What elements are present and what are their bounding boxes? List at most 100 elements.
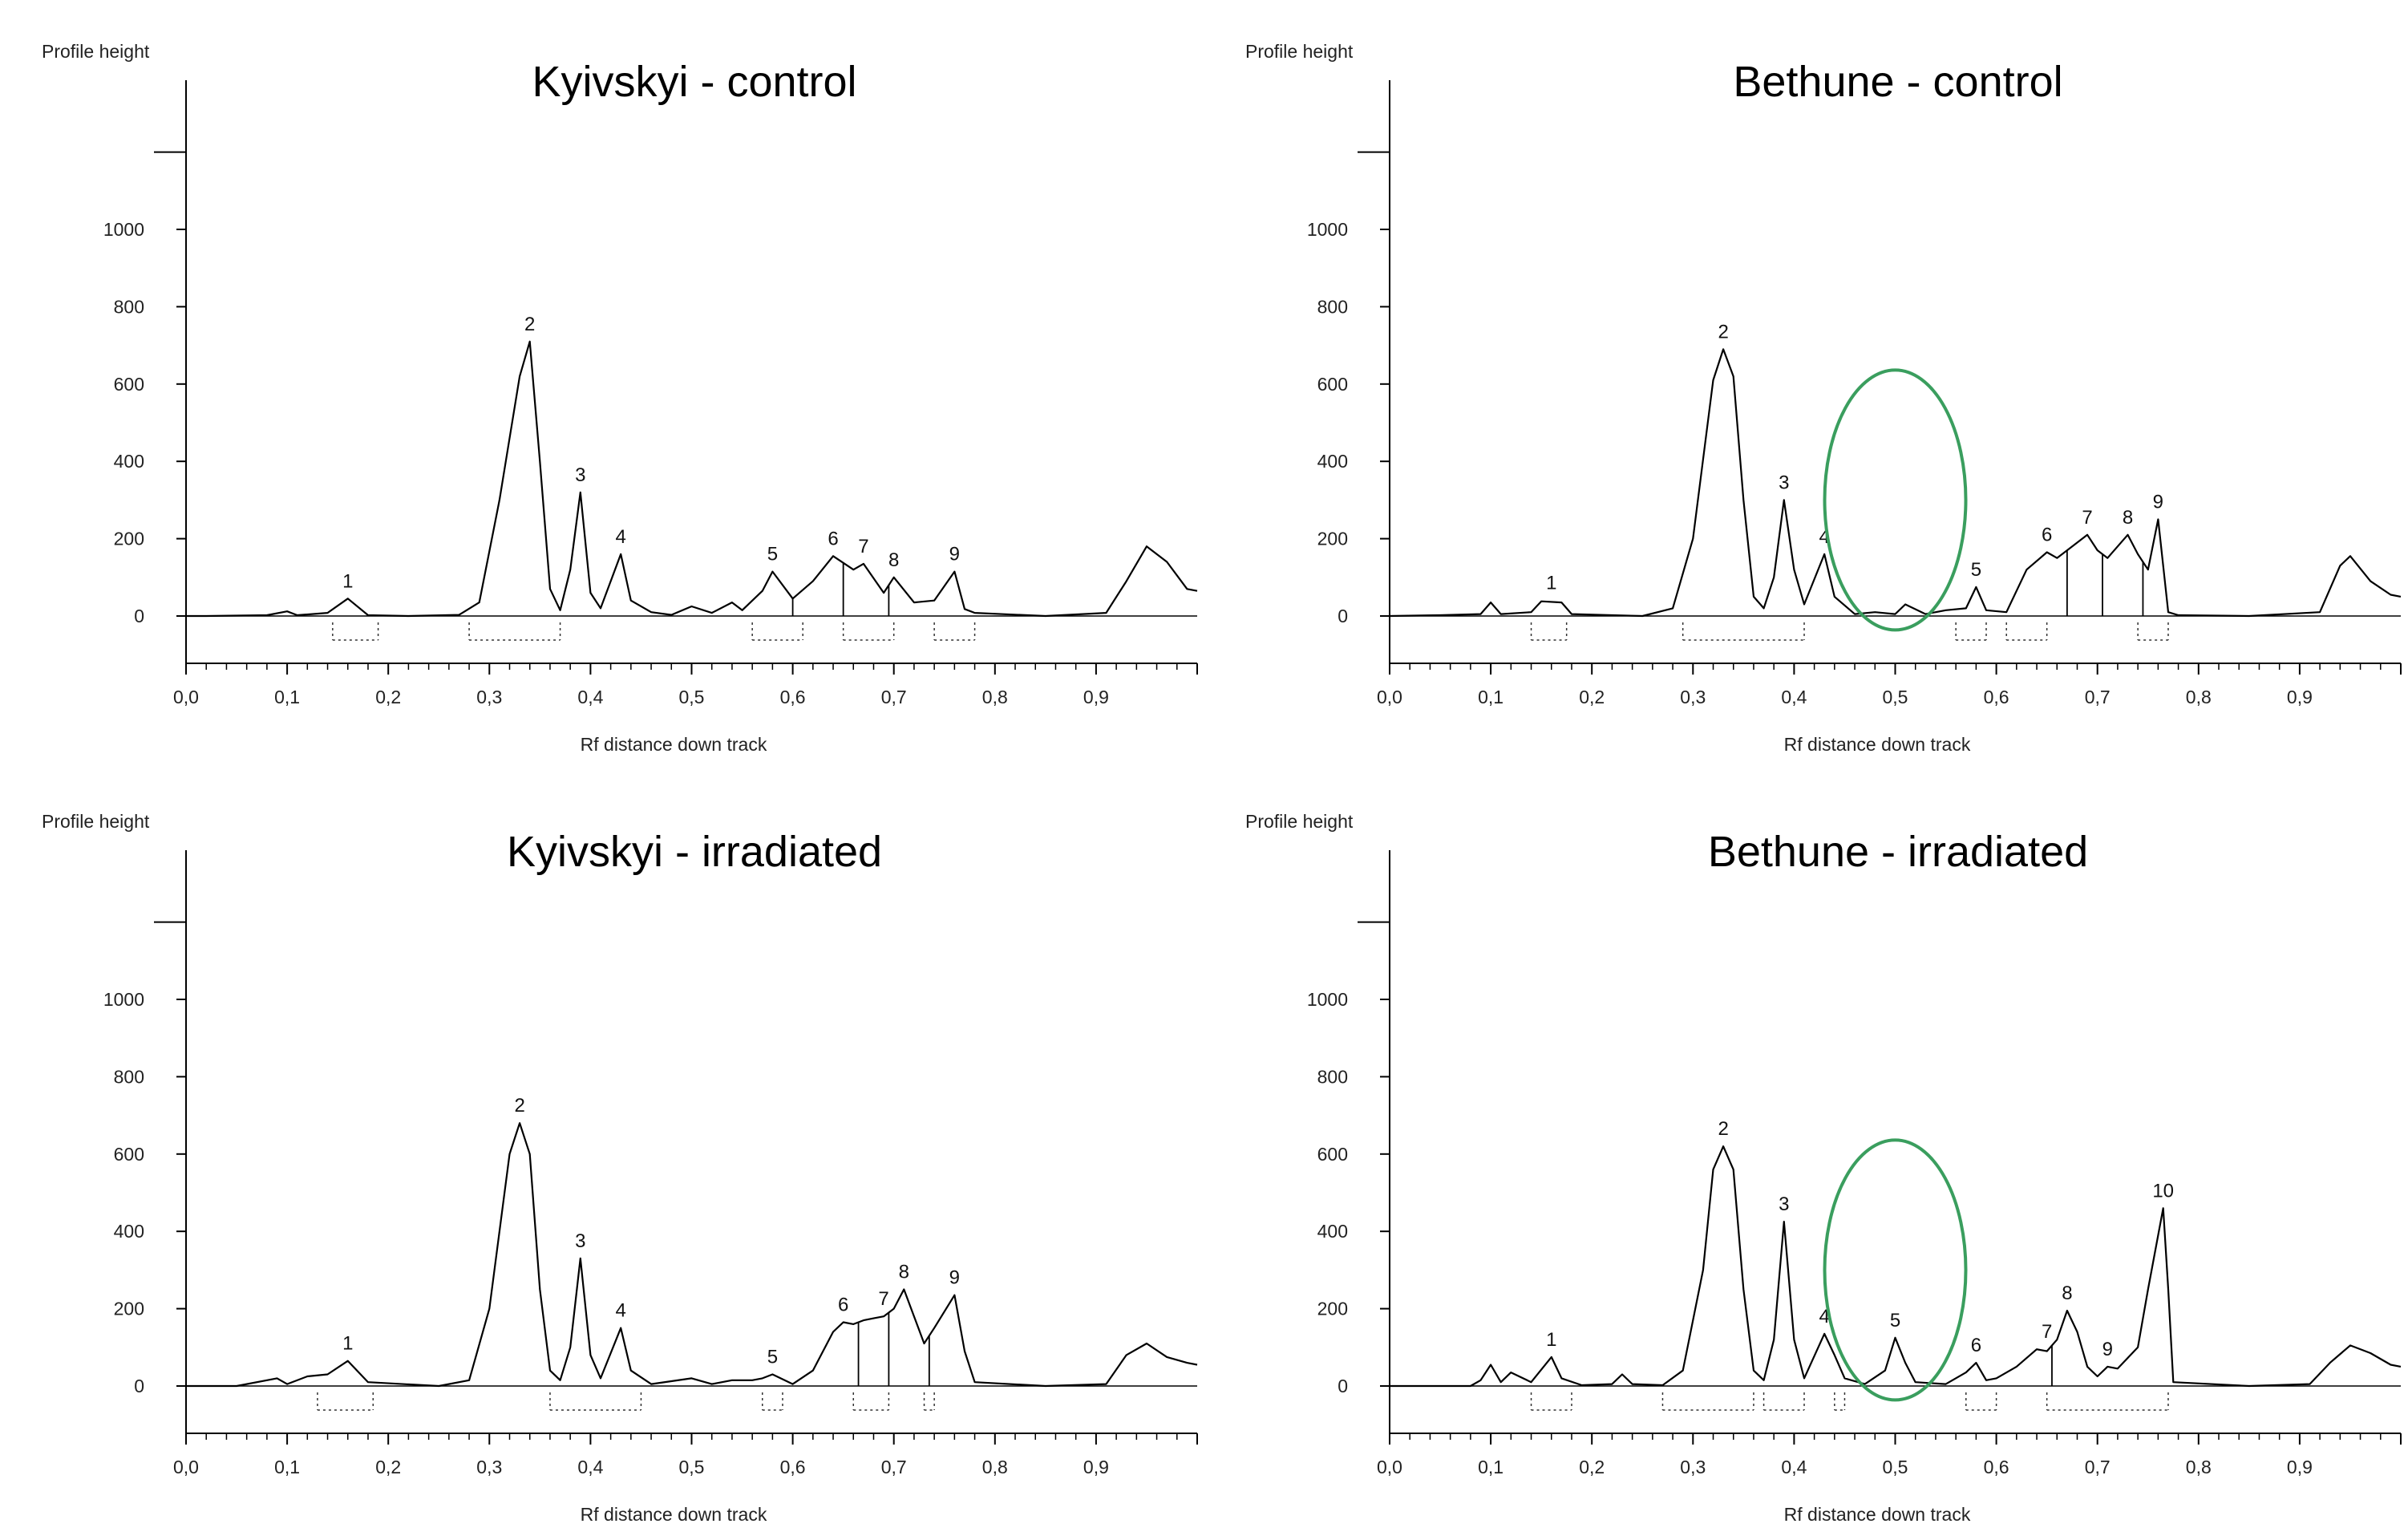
peak-label: 3: [1779, 1194, 1789, 1215]
peak-label: 9: [2102, 1339, 2113, 1360]
x-tick-label: 0,4: [577, 687, 603, 707]
x-tick-label: 0,2: [1579, 687, 1605, 707]
profile-curve: [1390, 1145, 2402, 1388]
x-tick-label: 0,2: [375, 1457, 401, 1477]
peak-label: 7: [878, 1288, 888, 1310]
x-tick-label: 0,2: [1579, 1457, 1605, 1477]
y-tick-label: 600: [1317, 374, 1348, 395]
peak-label: 9: [2153, 492, 2163, 513]
x-tick-label: 0,4: [577, 1457, 603, 1477]
x-tick-label: 0,1: [1478, 687, 1503, 707]
chart-title: Kyivskyi - control: [532, 58, 856, 106]
peak-label: 7: [2082, 507, 2092, 529]
y-tick-label: 200: [1317, 529, 1348, 549]
peak-label: 2: [1718, 321, 1728, 342]
chart-bethune-irradiated: Bethune - irradiated Profile height 0 200 40…: [1245, 811, 2402, 1525]
y-tick-label: 1000: [1307, 219, 1348, 240]
x-tick-label: 0,8: [982, 1457, 1008, 1477]
chart-title: Bethune - control: [1733, 58, 2062, 106]
peak-label: 1: [342, 1333, 353, 1355]
peak-label: 5: [767, 1347, 778, 1368]
peak-label: 5: [767, 544, 778, 565]
panel-kyivskyi-irradiated: Kyivskyi - irradiated Profile height 0 200 4…: [0, 770, 1204, 1540]
peak-label: 6: [1971, 1335, 1981, 1356]
x-tick-label: 0,5: [679, 687, 705, 707]
peak-label: 8: [899, 1262, 909, 1283]
peak-label: 8: [2123, 507, 2133, 529]
y-tick-label: 800: [114, 1066, 144, 1087]
peak-label: 2: [1718, 1118, 1728, 1140]
chart-title: Bethune - irradiated: [1708, 828, 2088, 876]
peak-label: 7: [2042, 1321, 2052, 1343]
x-tick-label: 0,0: [1377, 1457, 1402, 1477]
y-tick-label: 0: [134, 606, 144, 626]
y-tick-label: 0: [1338, 1376, 1348, 1396]
peak-label: 1: [1546, 1329, 1556, 1351]
y-tick-label: 400: [1317, 1221, 1348, 1242]
chart-kyivskyi-control: Kyivskyi - control Profile height 0 200 400 6…: [42, 41, 1198, 755]
y-tick-label: 1000: [103, 989, 144, 1010]
x-tick-label: 0,4: [1781, 1457, 1807, 1477]
x-tick-label: 0,8: [2186, 687, 2212, 707]
x-tick-label: 0,6: [780, 687, 806, 707]
x-tick-label: 0,7: [881, 687, 907, 707]
peak-label: 6: [828, 528, 838, 549]
x-tick-label: 0,9: [2287, 687, 2313, 707]
y-axis-label: Profile height: [42, 41, 150, 62]
peak-label: 6: [838, 1294, 848, 1315]
x-tick-label: 0,5: [679, 1457, 705, 1477]
y-tick-label: 400: [1317, 451, 1348, 472]
y-tick-label: 0: [1338, 606, 1348, 626]
x-axis-label: Rf distance down track: [1784, 734, 1971, 755]
y-tick-label: 800: [1317, 1066, 1348, 1087]
peak-label: 1: [342, 570, 353, 592]
peak-label: 3: [1779, 472, 1789, 493]
peak-label: 10: [2152, 1180, 2174, 1202]
x-axis-label: Rf distance down track: [581, 1504, 767, 1525]
peak-label: 3: [575, 464, 585, 486]
peak-label: 4: [616, 526, 626, 548]
profile-curve: [186, 340, 1198, 618]
profile-curve: [186, 1122, 1198, 1388]
y-tick-label: 600: [114, 374, 144, 395]
highlight-ellipse: [1823, 368, 1968, 632]
y-axis-label: Profile height: [1245, 811, 1354, 832]
x-tick-label: 0,1: [274, 1457, 300, 1477]
peak-label: 4: [616, 1300, 626, 1322]
y-tick-label: 200: [1317, 1299, 1348, 1319]
y-tick-label: 200: [114, 529, 144, 549]
x-tick-label: 0,6: [780, 1457, 806, 1477]
y-tick-label: 1000: [103, 219, 144, 240]
y-tick-label: 200: [114, 1299, 144, 1319]
chart-title: Kyivskyi - irradiated: [507, 828, 882, 876]
y-tick-label: 800: [114, 296, 144, 317]
x-tick-label: 0,7: [2085, 687, 2111, 707]
x-tick-label: 0,6: [1984, 1457, 2009, 1477]
x-tick-label: 0,1: [274, 687, 300, 707]
panel-kyivskyi-control: Kyivskyi - control Profile height 0 200 400 6…: [0, 0, 1204, 770]
x-tick-label: 0,2: [375, 687, 401, 707]
x-tick-label: 0,4: [1781, 687, 1807, 707]
x-tick-label: 0,3: [476, 1457, 502, 1477]
y-tick-label: 600: [114, 1144, 144, 1165]
x-tick-label: 0,3: [1680, 1457, 1706, 1477]
x-tick-label: 0,5: [1883, 1457, 1908, 1477]
y-tick-label: 800: [1317, 296, 1348, 317]
x-tick-label: 0,7: [881, 1457, 907, 1477]
peak-label: 5: [1890, 1310, 1900, 1331]
highlight-ellipse: [1823, 1138, 1968, 1402]
x-tick-label: 0,0: [173, 1457, 199, 1477]
panel-bethune-irradiated: Bethune - irradiated Profile height 0 200 40…: [1204, 770, 2407, 1540]
peak-label: 6: [2042, 524, 2052, 545]
peak-label: 1: [1546, 573, 1556, 594]
peak-label: 9: [949, 544, 960, 565]
x-tick-label: 0,9: [1083, 687, 1109, 707]
x-axis-label: Rf distance down track: [581, 734, 767, 755]
y-tick-label: 600: [1317, 1144, 1348, 1165]
peak-label: 8: [2062, 1283, 2072, 1304]
y-axis-label: Profile height: [42, 811, 150, 832]
peak-label: 3: [575, 1230, 585, 1252]
peak-label: 7: [858, 536, 868, 557]
y-tick-label: 0: [134, 1376, 144, 1396]
